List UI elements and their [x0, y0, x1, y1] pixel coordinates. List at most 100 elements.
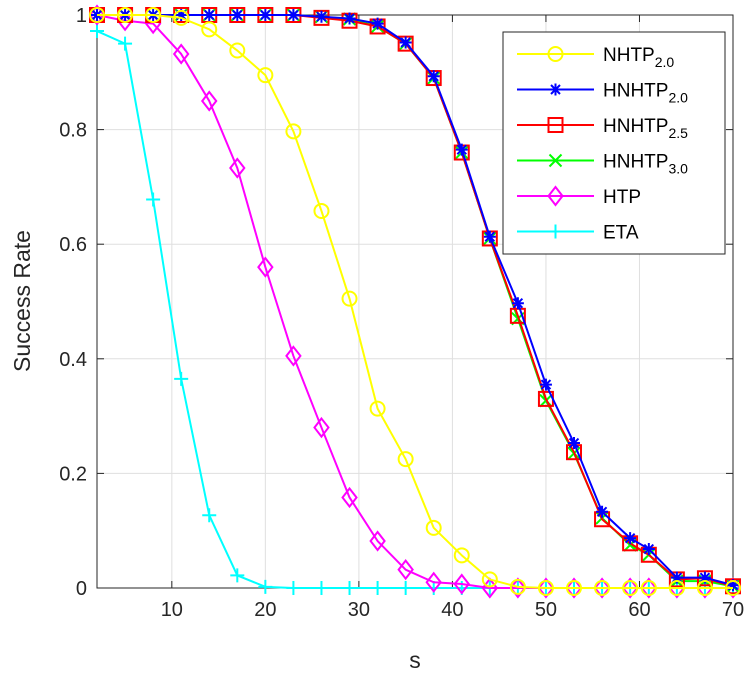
legend-swatch-marker: [548, 153, 563, 168]
data-point: [146, 192, 161, 207]
legend-swatch-marker: [548, 224, 563, 239]
data-point: [398, 581, 413, 595]
data-point: [285, 123, 302, 140]
data-point: [116, 10, 134, 32]
data-point: [509, 578, 526, 595]
data-point: [453, 573, 471, 595]
data-point: [343, 12, 356, 25]
legend-label: HTP: [603, 187, 641, 208]
legend-label: HNHTP3.0: [603, 152, 688, 177]
data-point: [257, 67, 274, 84]
data-point: [175, 9, 188, 21]
data-point: [698, 571, 711, 584]
legend-swatch-marker: [547, 117, 564, 133]
legend-swatch-marker: [547, 46, 564, 62]
data-point: [313, 416, 330, 439]
data-point: [640, 580, 657, 596]
data-point: [369, 400, 386, 417]
data-point: [172, 43, 190, 65]
data-point: [622, 580, 639, 596]
legend-entry: NHTP2.0: [517, 45, 674, 70]
data-point: [287, 9, 300, 21]
data-point: [537, 577, 555, 599]
data-point: [397, 451, 414, 468]
legend-label: ETA: [603, 223, 639, 244]
legend-entry: HNHTP2.0: [517, 81, 688, 106]
data-point: [257, 256, 274, 278]
data-point: [370, 581, 385, 595]
data-point: [201, 21, 218, 38]
series-nhtp-2-0: [89, 7, 741, 596]
data-point: [258, 579, 273, 594]
data-point: [117, 7, 134, 23]
data-point: [566, 580, 582, 596]
legend-label-name: HNHTP: [603, 81, 668, 102]
data-point: [621, 577, 639, 599]
legend-swatch-marker: [547, 185, 564, 207]
data-point: [231, 9, 244, 21]
legend-label-name: HNHTP: [603, 152, 668, 173]
data-point: [285, 345, 302, 367]
data-point: [89, 7, 105, 23]
data-point: [314, 581, 329, 595]
legend-label-name: HTP: [603, 187, 641, 208]
data-point: [483, 230, 496, 243]
data-point: [315, 10, 328, 23]
legend-label-subscript: 2.0: [655, 54, 675, 70]
data-point: [453, 547, 470, 564]
data-point: [425, 571, 442, 593]
data-point: [313, 202, 330, 219]
data-point: [230, 568, 245, 583]
x-tick-label: 10: [161, 599, 183, 621]
data-point: [88, 4, 106, 26]
data-point: [427, 70, 440, 83]
data-point: [425, 519, 442, 536]
data-point: [565, 577, 583, 599]
legend-entry: ETA: [517, 223, 639, 244]
data-point: [259, 9, 272, 21]
legend-label: HNHTP2.0: [603, 81, 688, 106]
legend-label-subscript: 2.5: [668, 125, 688, 141]
y-tick-label: 0.2: [59, 463, 87, 485]
data-point: [173, 9, 190, 26]
x-axis-label: s: [409, 647, 421, 673]
data-point: [725, 580, 741, 596]
series-layer: [88, 4, 742, 599]
data-point: [174, 371, 189, 386]
x-tick-label: 60: [628, 599, 650, 621]
x-tick-label: 20: [254, 599, 276, 621]
data-point: [640, 577, 658, 599]
series-line: [97, 14, 733, 589]
data-point: [202, 508, 217, 523]
legend-label-name: NHTP: [603, 45, 655, 66]
legend-entry: HNHTP3.0: [517, 152, 688, 177]
data-point: [596, 505, 609, 518]
data-point: [203, 9, 216, 21]
legend-swatch-marker: [549, 83, 562, 96]
data-point: [341, 290, 358, 307]
y-axis-label: Success Rate: [9, 230, 35, 372]
data-point: [229, 42, 246, 59]
data-point: [397, 559, 414, 581]
data-point: [145, 7, 162, 23]
data-point: [696, 580, 713, 596]
data-point: [399, 36, 412, 49]
data-point: [371, 17, 384, 30]
y-tick-label: 0.8: [59, 120, 87, 142]
data-point: [511, 297, 524, 310]
legend-label-subscript: 3.0: [668, 161, 688, 177]
data-point: [539, 378, 552, 391]
legend-label-name: ETA: [603, 223, 639, 244]
legend-label-name: HNHTP: [603, 116, 668, 137]
data-point: [118, 36, 133, 51]
data-point: [642, 543, 655, 556]
data-point: [90, 24, 104, 39]
data-point: [668, 580, 685, 596]
data-point: [481, 571, 498, 588]
legend-box: [502, 31, 726, 255]
x-tick-label: 40: [441, 599, 463, 621]
legend-label-subscript: 2.0: [668, 90, 688, 106]
legend-label: NHTP2.0: [603, 45, 674, 70]
